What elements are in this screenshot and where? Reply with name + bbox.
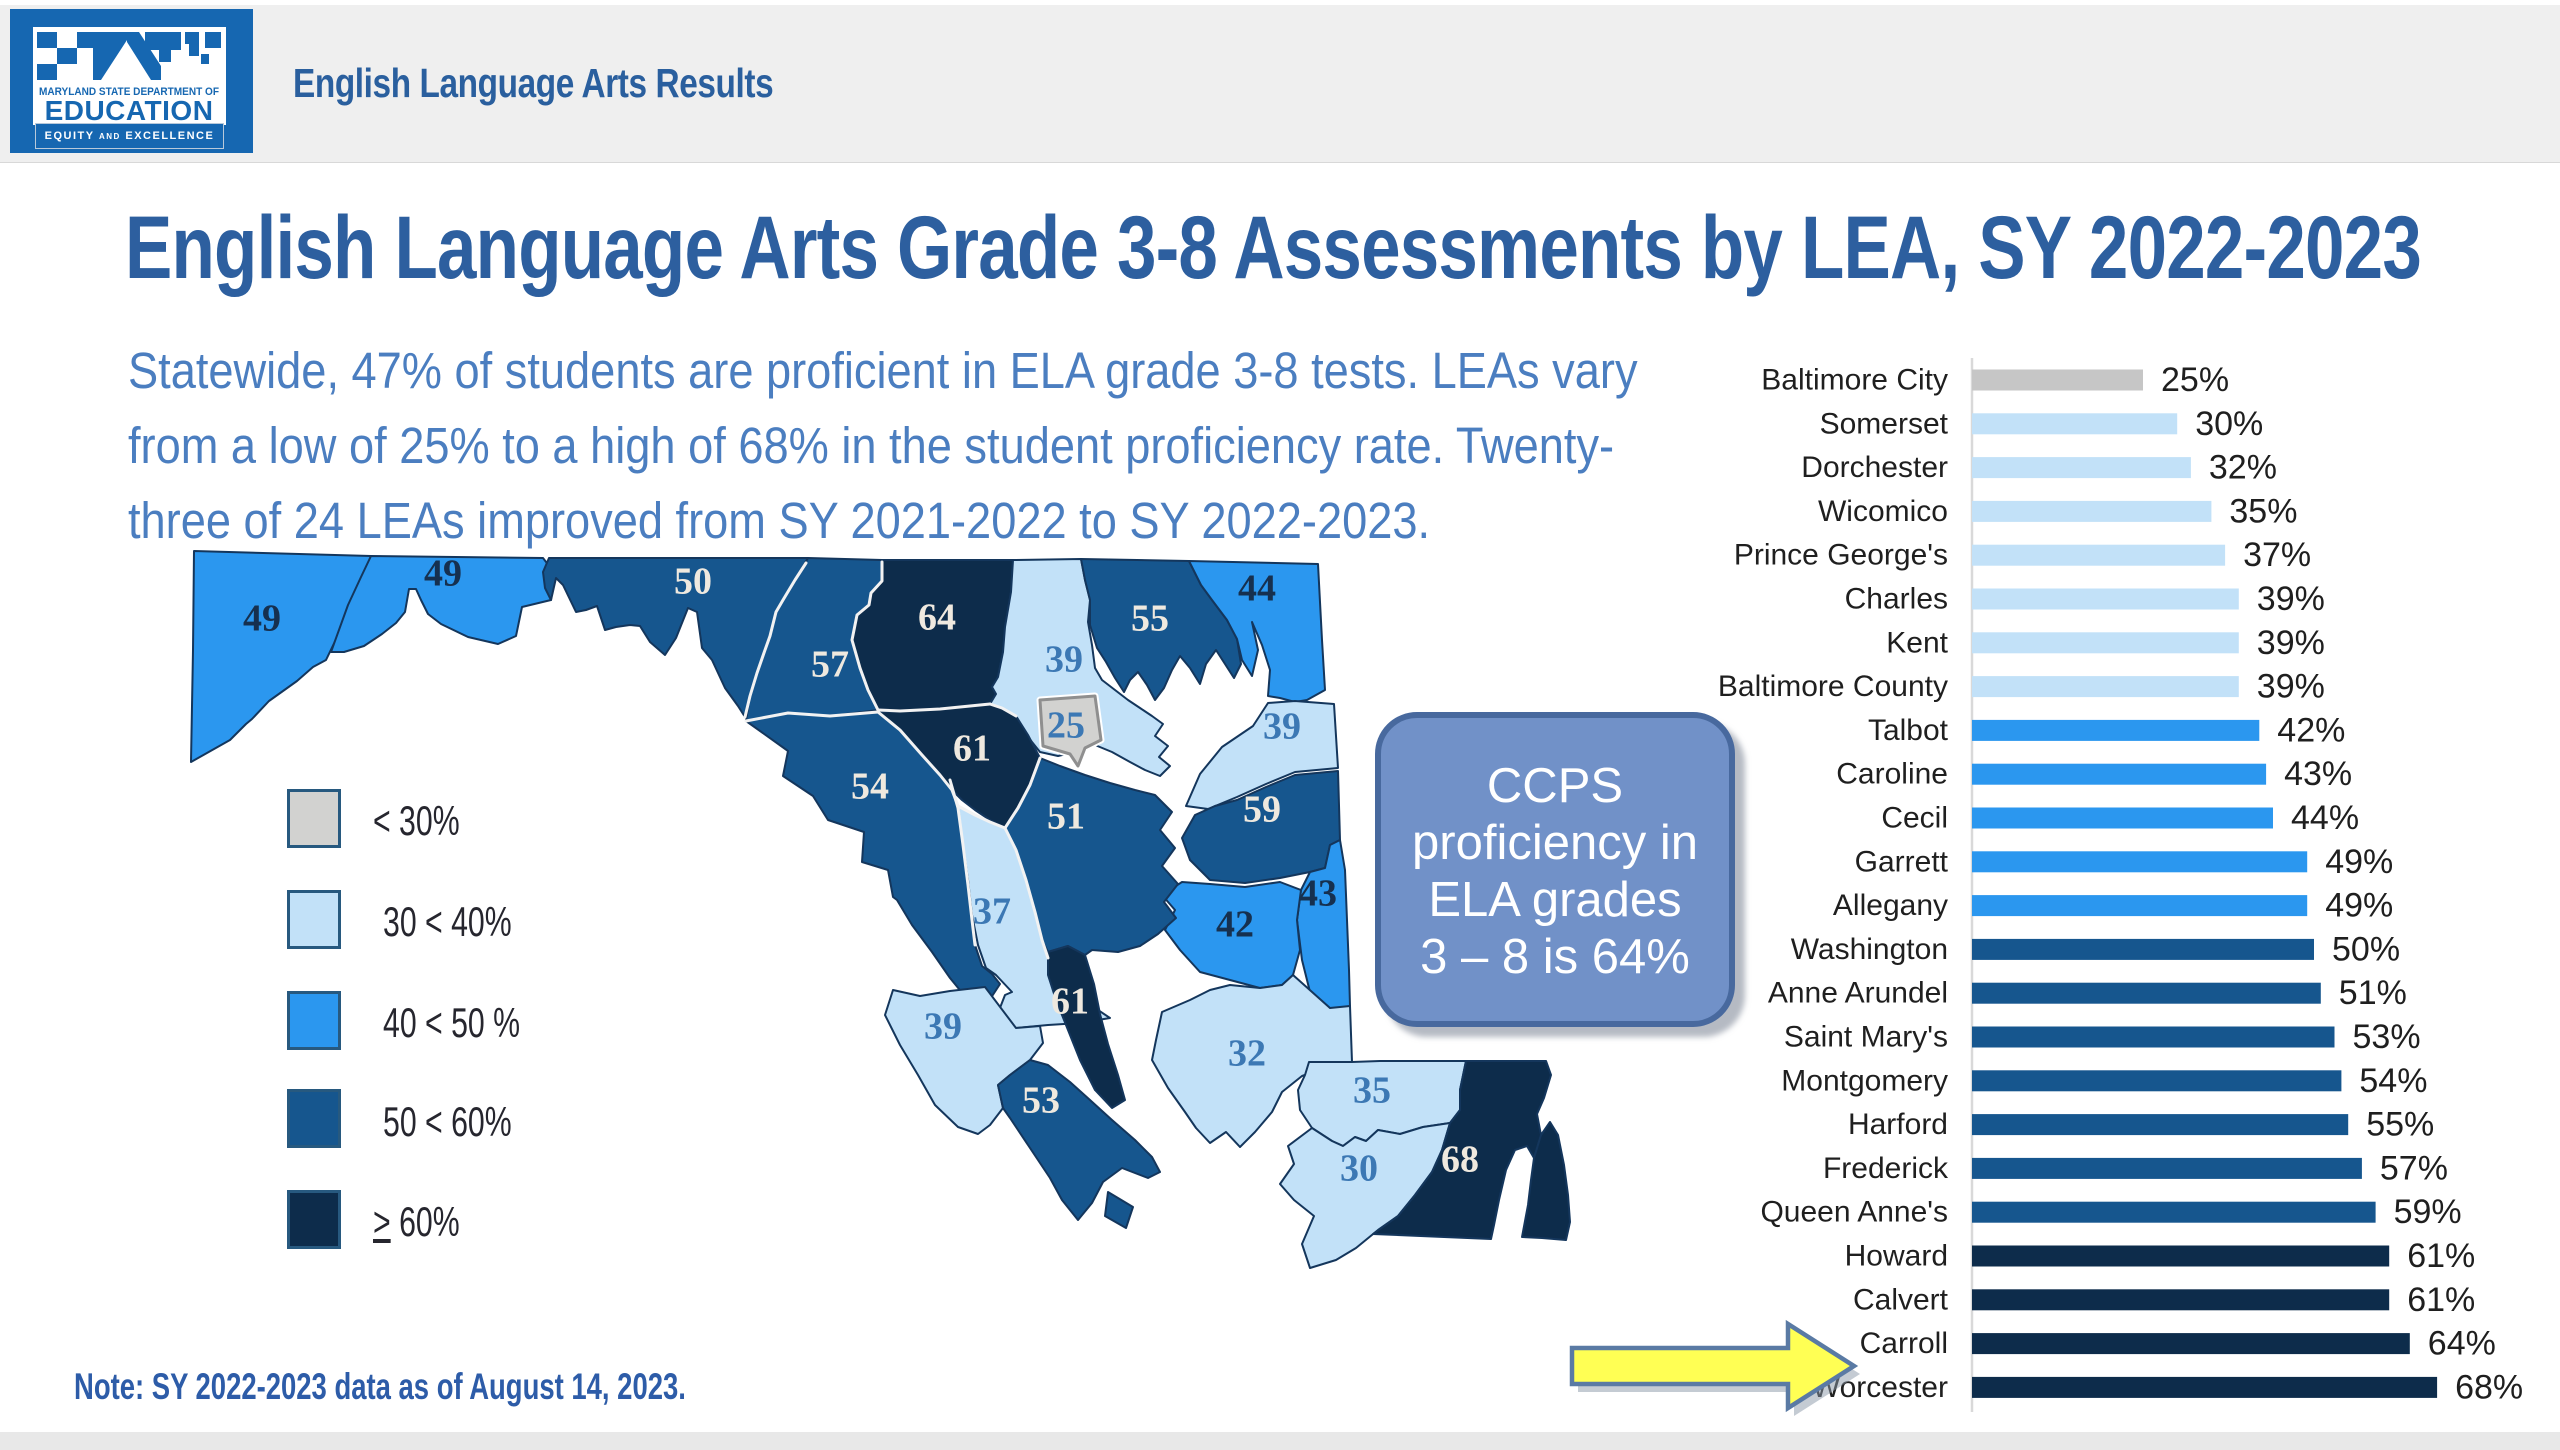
svg-text:53%: 53% (2353, 1018, 2421, 1056)
svg-text:35%: 35% (2229, 492, 2297, 530)
svg-text:39: 39 (1045, 639, 1083, 681)
svg-text:25%: 25% (2161, 361, 2229, 399)
svg-text:54%: 54% (2359, 1062, 2427, 1100)
svg-text:57: 57 (811, 644, 849, 686)
svg-text:64%: 64% (2428, 1325, 2496, 1363)
svg-text:39: 39 (924, 1006, 962, 1048)
svg-text:59%: 59% (2394, 1193, 2462, 1231)
svg-text:Allegany: Allegany (1833, 889, 1948, 922)
svg-text:Kent: Kent (1886, 626, 1948, 659)
svg-text:43: 43 (1299, 873, 1337, 915)
svg-text:42%: 42% (2277, 711, 2345, 749)
svg-text:MARYLAND STATE DEPARTMENT OF: MARYLAND STATE DEPARTMENT OF (39, 86, 219, 98)
svg-text:51%: 51% (2339, 974, 2407, 1012)
svg-text:Montgomery: Montgomery (1781, 1064, 1948, 1097)
svg-text:57%: 57% (2380, 1149, 2448, 1187)
svg-text:Frederick: Frederick (1823, 1152, 1949, 1185)
svg-text:32: 32 (1228, 1033, 1266, 1075)
svg-text:37: 37 (973, 891, 1011, 933)
svg-text:68: 68 (1441, 1139, 1479, 1181)
svg-text:55: 55 (1131, 598, 1169, 640)
svg-text:Harford: Harford (1848, 1108, 1948, 1141)
svg-text:50: 50 (674, 561, 712, 603)
svg-text:44: 44 (1238, 568, 1276, 610)
svg-text:32%: 32% (2209, 449, 2277, 487)
svg-text:37%: 37% (2243, 536, 2311, 574)
svg-text:30: 30 (1340, 1148, 1378, 1190)
svg-text:Talbot: Talbot (1868, 714, 1949, 747)
svg-text:Wicomico: Wicomico (1818, 495, 1948, 528)
svg-text:39%: 39% (2257, 668, 2325, 706)
svg-text:Baltimore City: Baltimore City (1761, 364, 1948, 397)
svg-text:35: 35 (1353, 1070, 1391, 1112)
svg-text:61: 61 (1051, 981, 1089, 1023)
svg-text:61%: 61% (2407, 1237, 2475, 1275)
svg-text:Anne Arundel: Anne Arundel (1768, 977, 1948, 1010)
svg-text:55%: 55% (2366, 1106, 2434, 1144)
svg-text:49%: 49% (2325, 843, 2393, 881)
svg-text:Garrett: Garrett (1855, 845, 1949, 878)
svg-text:Caroline: Caroline (1836, 758, 1948, 791)
svg-text:61%: 61% (2407, 1281, 2475, 1319)
svg-text:Washington: Washington (1791, 933, 1948, 966)
svg-text:49: 49 (243, 598, 281, 640)
svg-text:39: 39 (1263, 706, 1301, 748)
svg-text:39%: 39% (2257, 624, 2325, 662)
svg-text:Somerset: Somerset (1820, 407, 1949, 440)
svg-text:54: 54 (851, 766, 889, 808)
svg-text:42: 42 (1216, 904, 1254, 946)
svg-text:Charles: Charles (1845, 583, 1948, 616)
svg-text:30%: 30% (2195, 405, 2263, 443)
svg-text:EDUCATION: EDUCATION (45, 95, 214, 125)
svg-text:64: 64 (918, 597, 956, 639)
svg-text:Dorchester: Dorchester (1801, 451, 1948, 484)
svg-text:Baltimore County: Baltimore County (1718, 670, 1948, 703)
svg-text:25: 25 (1047, 705, 1085, 747)
svg-text:61: 61 (953, 728, 991, 770)
svg-text:Queen Anne's: Queen Anne's (1760, 1196, 1948, 1229)
svg-text:Howard: Howard (1845, 1240, 1948, 1273)
svg-text:50%: 50% (2332, 930, 2400, 968)
svg-text:49%: 49% (2325, 887, 2393, 925)
svg-text:43%: 43% (2284, 755, 2352, 793)
svg-text:59: 59 (1243, 789, 1281, 831)
svg-text:Prince George's: Prince George's (1734, 539, 1948, 572)
svg-text:51: 51 (1047, 796, 1085, 838)
svg-text:Carroll: Carroll (1860, 1327, 1948, 1360)
svg-text:49: 49 (424, 553, 462, 595)
svg-text:Saint Mary's: Saint Mary's (1784, 1021, 1948, 1054)
svg-text:53: 53 (1022, 1080, 1060, 1122)
svg-text:39%: 39% (2257, 580, 2325, 618)
svg-text:Calvert: Calvert (1853, 1283, 1949, 1316)
svg-text:Cecil: Cecil (1881, 802, 1948, 835)
svg-text:44%: 44% (2291, 799, 2359, 837)
svg-text:68%: 68% (2455, 1368, 2523, 1406)
